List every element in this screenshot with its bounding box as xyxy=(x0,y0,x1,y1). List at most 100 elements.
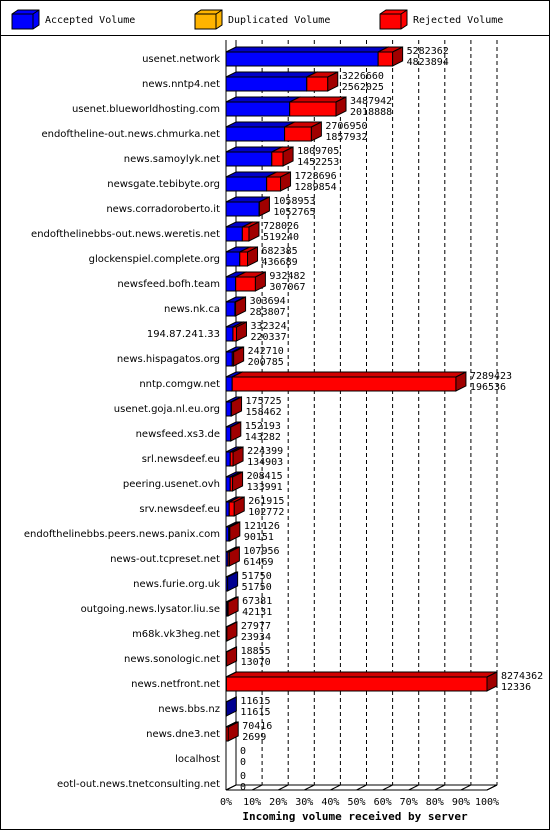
bar-rejected xyxy=(226,596,239,617)
bar-rejected xyxy=(266,171,292,192)
value-label: 90151 xyxy=(244,532,274,543)
bar-rejected xyxy=(226,621,238,642)
y-tick-label: news.nk.ca xyxy=(164,304,220,315)
legend-label: Rejected Volume xyxy=(413,15,503,26)
bar-rejected xyxy=(228,521,241,542)
x-tick xyxy=(486,784,498,791)
value-label: 224399 xyxy=(247,446,283,457)
value-label: 1452253 xyxy=(297,157,339,168)
value-label: 61469 xyxy=(243,557,273,568)
x-tick xyxy=(356,784,367,791)
y-tick-label: m68k.vk3heg.net xyxy=(132,629,220,640)
bar-rejected xyxy=(232,321,247,342)
y-tick-label: 194.87.241.33 xyxy=(147,329,220,340)
bar-rejected xyxy=(241,221,260,242)
bar-accepted xyxy=(225,696,237,717)
legend-swatch xyxy=(379,9,408,30)
value-label: 1809705 xyxy=(297,146,339,157)
x-tick xyxy=(304,784,315,791)
legend-swatch xyxy=(194,9,223,30)
value-label: 1058953 xyxy=(273,196,315,207)
y-tick-label: srl.newsdeef.eu xyxy=(142,454,220,465)
y-tick-label: newsfeed.bofh.team xyxy=(117,279,220,290)
bar-rejected xyxy=(225,646,238,667)
y-tick-label: usenet.blueworldhosting.com xyxy=(72,104,220,115)
bar-rejected xyxy=(284,121,322,142)
bar-rejected xyxy=(234,296,247,317)
value-label: 0 xyxy=(240,746,246,757)
y-tick-label: usenet.network xyxy=(142,54,220,65)
bar-accepted xyxy=(225,571,239,592)
y-tick-label: endoftheline-out.news.chmurka.net xyxy=(41,129,220,140)
x-tick xyxy=(408,784,419,791)
value-label: 5282362 xyxy=(407,46,449,57)
value-label: 70416 xyxy=(242,721,272,732)
x-tick-label: 80% xyxy=(426,797,444,808)
value-label: 2699 xyxy=(242,732,266,743)
value-label: 1052765 xyxy=(273,207,315,218)
y-tick-label: news.nntp4.net xyxy=(142,79,220,90)
value-label: 307067 xyxy=(269,282,305,293)
x-tick-label: 30% xyxy=(295,797,313,808)
y-tick-label: outgoing.news.lysator.liu.se xyxy=(81,604,220,615)
x-tick-label: 70% xyxy=(400,797,418,808)
x-tick xyxy=(277,784,289,791)
value-label: 1289854 xyxy=(295,182,337,193)
x-tick xyxy=(251,784,263,791)
bar-accepted xyxy=(225,46,389,67)
x-tick-label: 10% xyxy=(243,797,261,808)
bar-rejected xyxy=(377,46,404,67)
value-label: 13070 xyxy=(241,657,271,668)
value-label: 303694 xyxy=(250,296,286,307)
bar-rejected xyxy=(231,346,245,367)
value-label: 51750 xyxy=(242,582,272,593)
y-tick-label: eotl-out.news.tnetconsulting.net xyxy=(57,779,220,790)
value-label: 332324 xyxy=(250,321,286,332)
x-tick xyxy=(330,784,341,791)
value-label: 158462 xyxy=(246,407,282,418)
value-label: 1857932 xyxy=(325,132,367,143)
value-label: 4823894 xyxy=(407,57,449,68)
y-tick-label: endofthelinebbs.peers.news.panix.com xyxy=(24,529,220,540)
x-tick-label: 40% xyxy=(321,797,339,808)
value-label: 0 xyxy=(240,771,246,782)
x-tick-label: 90% xyxy=(452,797,470,808)
value-label: 932482 xyxy=(269,271,305,282)
value-label: 208415 xyxy=(247,471,283,482)
legend-swatch xyxy=(11,9,40,30)
value-label: 2018888 xyxy=(350,107,392,118)
value-label: 2706950 xyxy=(325,121,367,132)
y-tick-label: newsgate.tebibyte.org xyxy=(107,179,220,190)
bar-rejected xyxy=(230,396,243,417)
bar-rejected xyxy=(258,196,270,217)
value-label: 121126 xyxy=(244,521,280,532)
bar-rejected xyxy=(289,96,347,117)
value-label: 220337 xyxy=(250,332,286,343)
bar-accepted xyxy=(225,96,301,117)
value-label: 682385 xyxy=(262,246,298,257)
y-tick-label: nntp.comgw.net xyxy=(139,379,220,390)
y-tick-label: usenet.goja.nl.eu.org xyxy=(114,404,220,415)
bar-rejected xyxy=(271,146,294,167)
y-tick-label: glockenspiel.complete.org xyxy=(89,254,220,265)
value-label: 12336 xyxy=(501,682,531,693)
value-label: 436689 xyxy=(262,257,298,268)
y-tick-label: news.sonologic.net xyxy=(124,654,220,665)
value-label: 67381 xyxy=(242,596,272,607)
value-label: 283807 xyxy=(250,307,286,318)
y-tick-label: srv.newsdeef.eu xyxy=(139,504,220,515)
legend-label: Duplicated Volume xyxy=(228,15,330,26)
value-label: 42131 xyxy=(242,607,272,618)
y-tick-label: news.dne3.net xyxy=(146,729,220,740)
value-label: 200785 xyxy=(248,357,284,368)
value-label: 3226660 xyxy=(342,71,384,82)
x-tick xyxy=(225,784,237,791)
x-tick xyxy=(460,784,472,791)
value-label: 152193 xyxy=(245,421,281,432)
y-tick-label: news.furie.org.uk xyxy=(133,579,220,590)
y-tick-label: news.netfront.net xyxy=(131,679,220,690)
legend-label: Accepted Volume xyxy=(45,15,135,26)
value-label: 175725 xyxy=(246,396,282,407)
bar-rejected xyxy=(225,671,498,692)
value-label: 18855 xyxy=(241,646,271,657)
